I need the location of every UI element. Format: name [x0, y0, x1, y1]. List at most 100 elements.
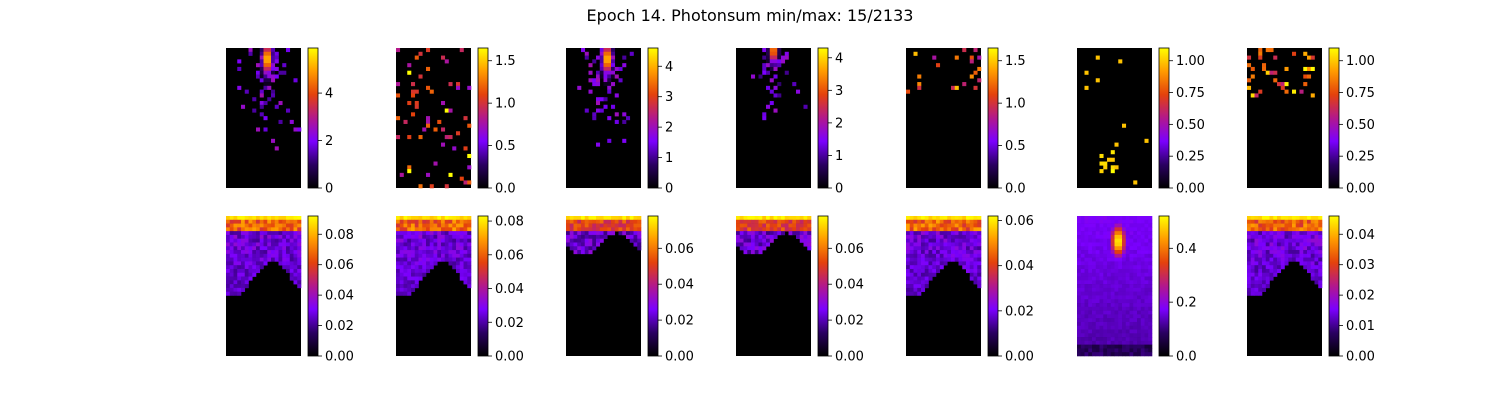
heatmap-cell: [259, 250, 264, 255]
heatmap-cell: [599, 234, 604, 239]
heatmap-cell: [581, 234, 586, 239]
heatmap-cell: [1318, 242, 1323, 247]
heatmap-cell: [463, 116, 468, 121]
heatmap-cell: [259, 70, 264, 75]
heatmap-cell: [951, 250, 956, 255]
heatmap-cell: [1277, 265, 1282, 270]
heatmap-cell: [1107, 253, 1112, 258]
heatmap-cell: [973, 48, 978, 53]
heatmap-cell: [769, 55, 774, 60]
heatmap-cell: [573, 238, 578, 243]
heatmap-cell: [463, 231, 468, 236]
heatmap-cell: [969, 261, 974, 266]
heatmap-cell: [1099, 268, 1104, 274]
heatmap-cell: [758, 216, 763, 221]
heatmap-cell: [622, 216, 627, 221]
heatmap-cell: [1099, 333, 1104, 338]
heatmap-cell: [966, 242, 971, 247]
colorbar-gradient: [1328, 47, 1340, 189]
heatmap-cell: [282, 227, 287, 232]
heatmap-cell: [241, 257, 246, 262]
heatmap-cell: [1137, 287, 1142, 292]
heatmap-cell: [958, 216, 963, 221]
heatmap-cell: [936, 261, 941, 266]
heatmap-cell: [588, 89, 593, 94]
heatmap-cell: [958, 261, 963, 266]
heatmap-cell: [1307, 219, 1312, 224]
heatmap-cell: [1140, 250, 1145, 255]
heatmap-cell: [274, 234, 279, 239]
heatmap-cell: [1099, 352, 1104, 357]
heatmap-cell: [226, 250, 231, 255]
colorbar-tick-label: 0.00: [1346, 182, 1375, 197]
heatmap-cell: [1110, 352, 1115, 357]
heatmap-cell: [1095, 55, 1100, 60]
heatmap-cell: [256, 223, 261, 228]
heatmap-cell: [1148, 219, 1153, 224]
heatmap-cell: [1144, 138, 1149, 143]
heatmap-cell: [569, 223, 574, 228]
heatmap-cell: [1092, 325, 1097, 330]
heatmap-cell: [263, 223, 268, 228]
heatmap-cell: [1318, 276, 1323, 281]
heatmap-cell: [1148, 287, 1153, 292]
heatmap-cell: [1107, 227, 1112, 232]
heatmap-cell: [1077, 242, 1082, 247]
heatmap-cell: [751, 242, 756, 247]
heatmap-cell: [244, 216, 249, 221]
heatmap-cell: [1122, 321, 1127, 327]
heatmap-cell: [909, 223, 914, 228]
heatmap-cell: [1262, 257, 1267, 262]
heatmap-cell: [751, 238, 756, 243]
heatmap-cell: [248, 268, 253, 274]
heatmap-cell: [917, 216, 922, 221]
heatmap-cell: [1144, 265, 1149, 270]
heatmap-cell: [917, 231, 922, 236]
heatmap-cell: [1095, 261, 1100, 266]
heatmap-cell: [1099, 250, 1104, 255]
heatmap-cell: [1129, 261, 1134, 266]
heatmap-cell: [932, 246, 937, 251]
heatmap-image: [226, 216, 302, 356]
heatmap-cell: [1265, 246, 1270, 251]
heatmap-cell: [1118, 291, 1123, 296]
heatmap-cell: [263, 250, 268, 255]
heatmap-cell: [467, 257, 472, 262]
heatmap-cell: [1262, 219, 1267, 224]
heatmap-cell: [1118, 310, 1123, 315]
heatmap-cell: [1140, 234, 1145, 239]
heatmap-cell: [599, 97, 604, 102]
heatmap-cell: [1133, 238, 1138, 243]
heatmap-cell: [1125, 306, 1130, 311]
heatmap-cell: [1077, 348, 1082, 353]
heatmap-cell: [1095, 246, 1100, 251]
heatmap-cell: [256, 231, 261, 236]
heatmap-cell: [403, 261, 408, 266]
heatmap-cell: [906, 234, 911, 239]
heatmap-cell: [611, 74, 616, 79]
heatmap-cell: [452, 234, 457, 239]
heatmap-cell: [1095, 306, 1100, 311]
heatmap-cell: [1092, 329, 1097, 334]
heatmap-cell: [297, 234, 302, 239]
heatmap-cell: [1080, 242, 1085, 247]
heatmap-cell: [1140, 348, 1145, 353]
heatmap-cell: [932, 227, 937, 232]
heatmap-cell: [1277, 227, 1282, 232]
heatmap-cell: [259, 246, 264, 251]
heatmap-cell: [1295, 246, 1300, 251]
heatmap-cell: [1092, 238, 1097, 243]
heatmap-cell: [399, 287, 404, 292]
heatmap-cell: [736, 216, 741, 221]
heatmap-cell: [924, 253, 929, 258]
heatmap-cell: [1080, 276, 1085, 281]
heatmap-cell: [467, 223, 472, 228]
heatmap-cell: [973, 242, 978, 247]
heatmap-cell: [267, 74, 272, 79]
heatmap-cell: [1140, 306, 1145, 311]
heatmap-cell: [271, 63, 276, 68]
heatmap-cell: [1133, 268, 1138, 274]
heatmap-cell: [1280, 85, 1285, 90]
heatmap-cell: [1299, 219, 1304, 224]
heatmap-cell: [271, 138, 276, 143]
